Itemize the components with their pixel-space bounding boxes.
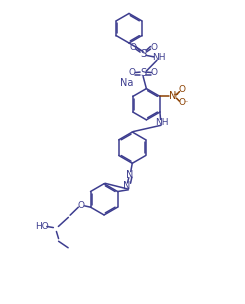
- Text: O: O: [178, 98, 185, 107]
- Text: O: O: [178, 85, 185, 95]
- Text: NH: NH: [152, 53, 166, 62]
- Text: O: O: [129, 68, 136, 77]
- Text: O: O: [151, 68, 158, 77]
- Text: O: O: [129, 43, 136, 52]
- Text: ⁻: ⁻: [183, 98, 188, 107]
- Text: O: O: [150, 43, 157, 52]
- Text: Na: Na: [120, 78, 133, 88]
- Text: S: S: [140, 49, 146, 59]
- Text: S: S: [140, 68, 146, 78]
- Text: HO: HO: [35, 222, 49, 231]
- Text: NH: NH: [155, 118, 169, 127]
- Text: O: O: [78, 201, 85, 210]
- Text: N: N: [126, 170, 133, 180]
- Text: N: N: [123, 181, 130, 191]
- Text: N: N: [169, 92, 176, 102]
- Text: +: +: [172, 92, 178, 98]
